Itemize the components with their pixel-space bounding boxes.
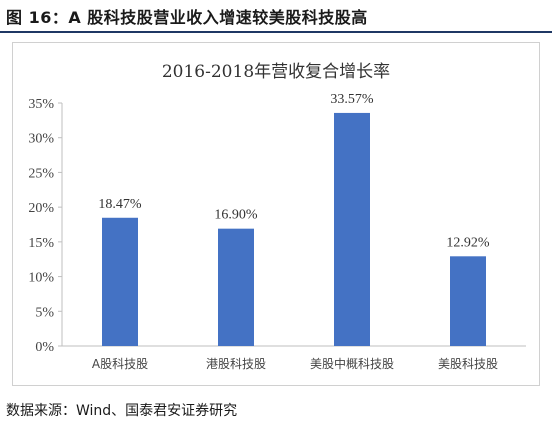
x-category-label: 港股科技股: [206, 357, 266, 371]
chart-title: 2016-2018年营收复合增长率: [162, 62, 390, 82]
y-tick-label: 20%: [28, 201, 54, 216]
y-tick-label: 15%: [28, 236, 54, 251]
y-tick-label: 10%: [28, 271, 54, 286]
bar-value-label: 18.47%: [98, 197, 142, 212]
bar-value-label: 33.57%: [330, 92, 374, 107]
bar: [450, 256, 486, 346]
figure-title: 图 16：A 股科技股营业收入增速较美股科技股高: [6, 8, 368, 27]
bar-value-label: 12.92%: [446, 235, 490, 250]
bar: [334, 112, 370, 346]
y-tick-label: 0%: [35, 340, 54, 355]
bar: [218, 228, 254, 346]
y-tick-label: 5%: [35, 305, 54, 320]
y-tick-label: 30%: [28, 132, 54, 147]
y-tick-label: 25%: [28, 166, 54, 181]
bar-value-label: 16.90%: [214, 208, 258, 223]
x-category-label: 美股中概科技股: [310, 356, 394, 371]
bar: [102, 217, 138, 346]
title-divider: [0, 31, 552, 33]
y-tick-label: 35%: [28, 97, 54, 112]
x-category-label: 美股科技股: [438, 357, 498, 371]
x-category-label: A股科技股: [92, 357, 148, 371]
source-note: 数据来源：Wind、国泰君安证券研究: [6, 403, 238, 419]
